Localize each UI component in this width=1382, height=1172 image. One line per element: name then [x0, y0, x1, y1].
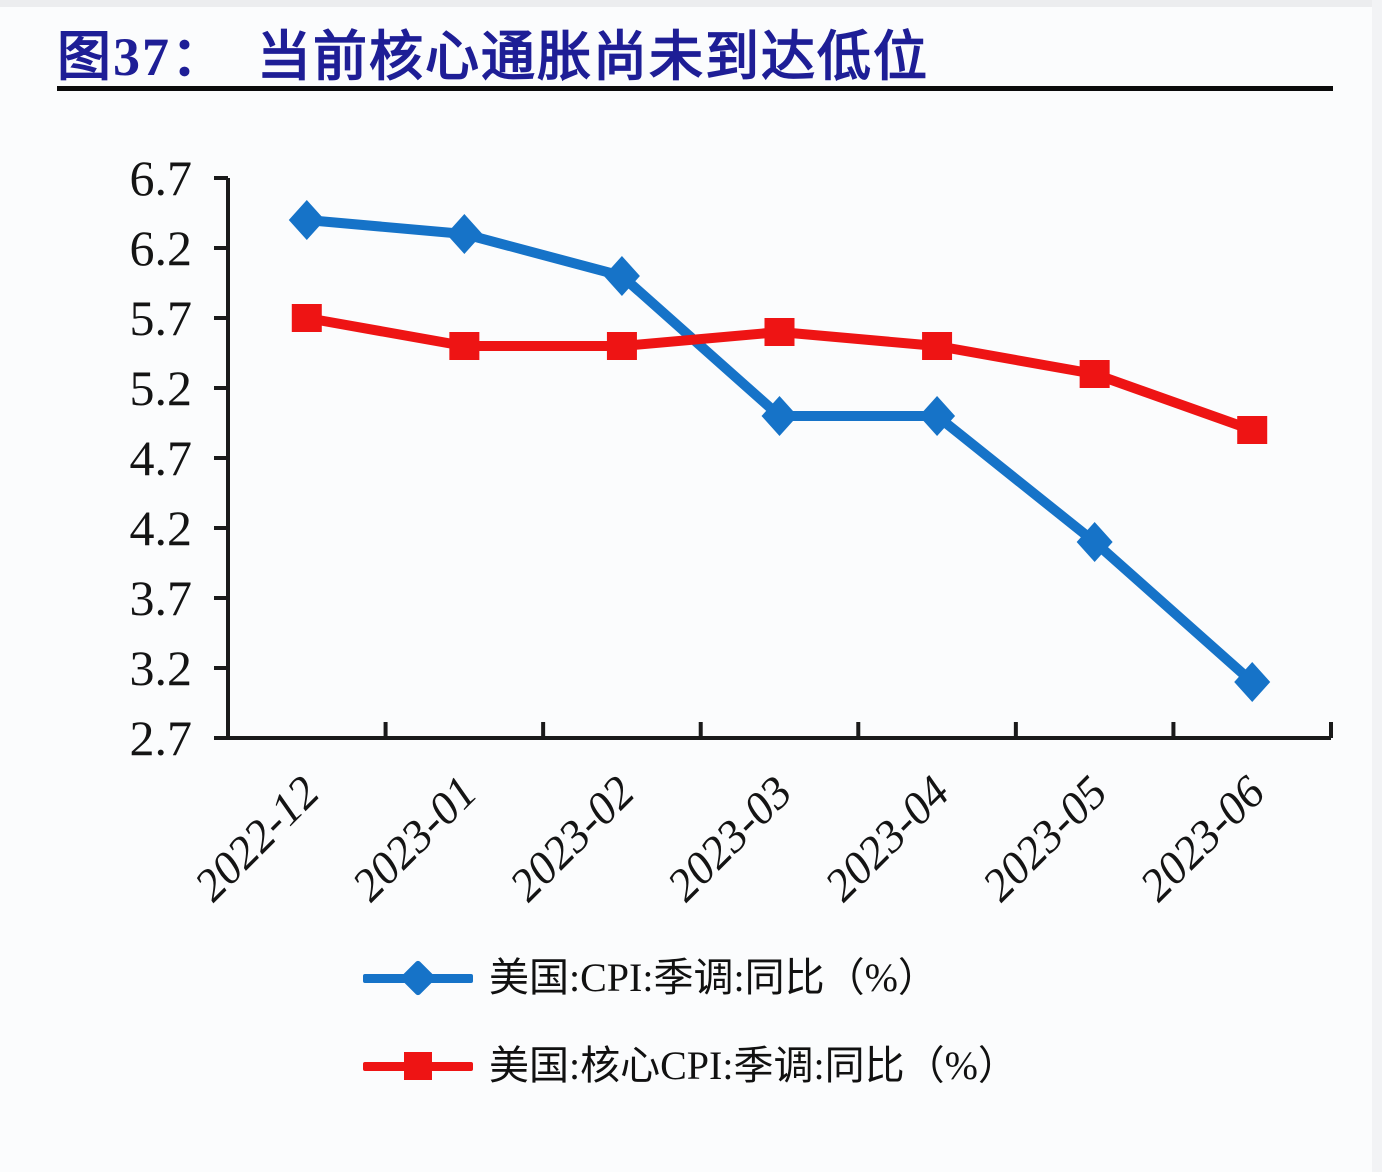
chart-legend: 美国:CPI:季调:同比（%） 美国:核心CPI:季调:同比（%）: [363, 956, 1018, 1088]
y-axis-tick-label: 5.7: [130, 290, 193, 346]
axis-lines: [226, 178, 1331, 740]
page-edge-right: [1372, 0, 1382, 1172]
core-cpi-marker-2023-06: [1237, 416, 1268, 444]
x-axis-label: 2023-04: [815, 766, 959, 910]
cpi-series-line: [301, 215, 1258, 687]
cpi-legend-diamond: [399, 959, 437, 997]
core-cpi-marker-2023-04: [922, 332, 953, 360]
legend-item-cpi[interactable]: 美国:CPI:季调:同比（%）: [363, 956, 1018, 1000]
y-axis-tick-label: 3.2: [130, 640, 193, 696]
cpi-marker-2023-01: [446, 214, 483, 254]
cpi-marker-2023-02: [603, 256, 640, 296]
y-axis-tick-label: 3.7: [130, 570, 193, 626]
figure-title-number: 图37：: [57, 27, 227, 87]
figure-title: 图37： 当前核心通胀尚未到达低位: [57, 12, 1337, 91]
title-rule: [57, 86, 1333, 91]
core-cpi-line-square-icon: [363, 1046, 473, 1086]
x-axis-label: 2022-12: [184, 766, 328, 910]
y-axis-tick-label: 6.7: [130, 150, 193, 206]
cpi-line-diamond-icon: [363, 958, 473, 998]
core-cpi-marker-2023-01: [449, 332, 480, 360]
core-cpi-marker-2023-02: [606, 332, 637, 360]
core-cpi-marker-2022-12: [291, 304, 322, 332]
y-axis-tick-label: 5.2: [130, 360, 193, 416]
core-cpi-marker-2023-03: [764, 318, 795, 346]
x-axis-label: 2023-05: [972, 766, 1116, 910]
x-axis-label: 2023-02: [500, 766, 644, 910]
legend-label-cpi: 美国:CPI:季调:同比（%）: [489, 955, 938, 1000]
page-edge-top: [0, 0, 1382, 7]
figure-title-text: 当前核心通胀尚未到达低位: [257, 27, 929, 87]
x-axis-label: 2023-03: [657, 766, 801, 910]
x-axis-label: 2023-06: [1130, 766, 1274, 910]
core-cpi-marker-2023-05: [1079, 360, 1110, 388]
core-cpi-legend-square: [404, 1052, 432, 1080]
legend-item-core-cpi[interactable]: 美国:核心CPI:季调:同比（%）: [363, 1044, 1018, 1088]
y-axis-tick-label: 2.7: [130, 710, 193, 766]
y-axis-tick-label: 4.7: [130, 430, 193, 486]
x-axis-label: 2023-01: [342, 766, 486, 910]
y-axis-tick-label: 4.2: [130, 500, 193, 556]
cpi-marker-2023-03: [761, 396, 798, 436]
cpi-marker-2023-04: [919, 396, 956, 436]
cpi-marker-2022-12: [288, 200, 325, 240]
y-axis-tick-label: 6.2: [130, 220, 193, 276]
legend-label-core-cpi: 美国:核心CPI:季调:同比（%）: [489, 1043, 1018, 1088]
cpi-marker-2023-05: [1076, 522, 1113, 562]
cpi-marker-2023-06: [1234, 662, 1271, 702]
